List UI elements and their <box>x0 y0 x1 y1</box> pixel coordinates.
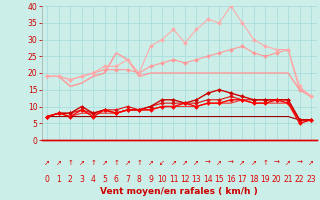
Text: ↗: ↗ <box>56 160 62 166</box>
Text: →: → <box>205 160 211 166</box>
Text: ↗: ↗ <box>125 160 131 166</box>
Text: Vent moyen/en rafales ( km/h ): Vent moyen/en rafales ( km/h ) <box>100 187 258 196</box>
Text: ↗: ↗ <box>239 160 245 166</box>
Text: 20: 20 <box>272 176 282 184</box>
Text: 4: 4 <box>91 176 96 184</box>
Text: 17: 17 <box>237 176 247 184</box>
Text: 18: 18 <box>249 176 259 184</box>
Text: ↙: ↙ <box>159 160 165 166</box>
Text: ↗: ↗ <box>102 160 108 166</box>
Text: 11: 11 <box>169 176 178 184</box>
Text: 1: 1 <box>56 176 61 184</box>
Text: 7: 7 <box>125 176 130 184</box>
Text: 3: 3 <box>79 176 84 184</box>
Text: 23: 23 <box>306 176 316 184</box>
Text: 8: 8 <box>137 176 141 184</box>
Text: 9: 9 <box>148 176 153 184</box>
Text: ↑: ↑ <box>67 160 73 166</box>
Text: ↗: ↗ <box>285 160 291 166</box>
Text: 21: 21 <box>284 176 293 184</box>
Text: ↗: ↗ <box>148 160 154 166</box>
Text: ↗: ↗ <box>44 160 50 166</box>
Text: 10: 10 <box>157 176 167 184</box>
Text: ↗: ↗ <box>216 160 222 166</box>
Text: 2: 2 <box>68 176 73 184</box>
Text: 5: 5 <box>102 176 107 184</box>
Text: 13: 13 <box>192 176 201 184</box>
Text: 0: 0 <box>45 176 50 184</box>
Text: →: → <box>274 160 280 166</box>
Text: →: → <box>228 160 234 166</box>
Text: 19: 19 <box>260 176 270 184</box>
Text: ↗: ↗ <box>182 160 188 166</box>
Text: ↗: ↗ <box>251 160 257 166</box>
Text: ↑: ↑ <box>90 160 96 166</box>
Text: ↑: ↑ <box>262 160 268 166</box>
Text: 15: 15 <box>214 176 224 184</box>
Text: 22: 22 <box>295 176 304 184</box>
Text: 16: 16 <box>226 176 236 184</box>
Text: ↗: ↗ <box>308 160 314 166</box>
Text: ↗: ↗ <box>194 160 199 166</box>
Text: →: → <box>297 160 302 166</box>
Text: ↗: ↗ <box>171 160 176 166</box>
Text: 12: 12 <box>180 176 190 184</box>
Text: 6: 6 <box>114 176 119 184</box>
Text: ↑: ↑ <box>136 160 142 166</box>
Text: 14: 14 <box>203 176 213 184</box>
Text: ↑: ↑ <box>113 160 119 166</box>
Text: ↗: ↗ <box>79 160 85 166</box>
